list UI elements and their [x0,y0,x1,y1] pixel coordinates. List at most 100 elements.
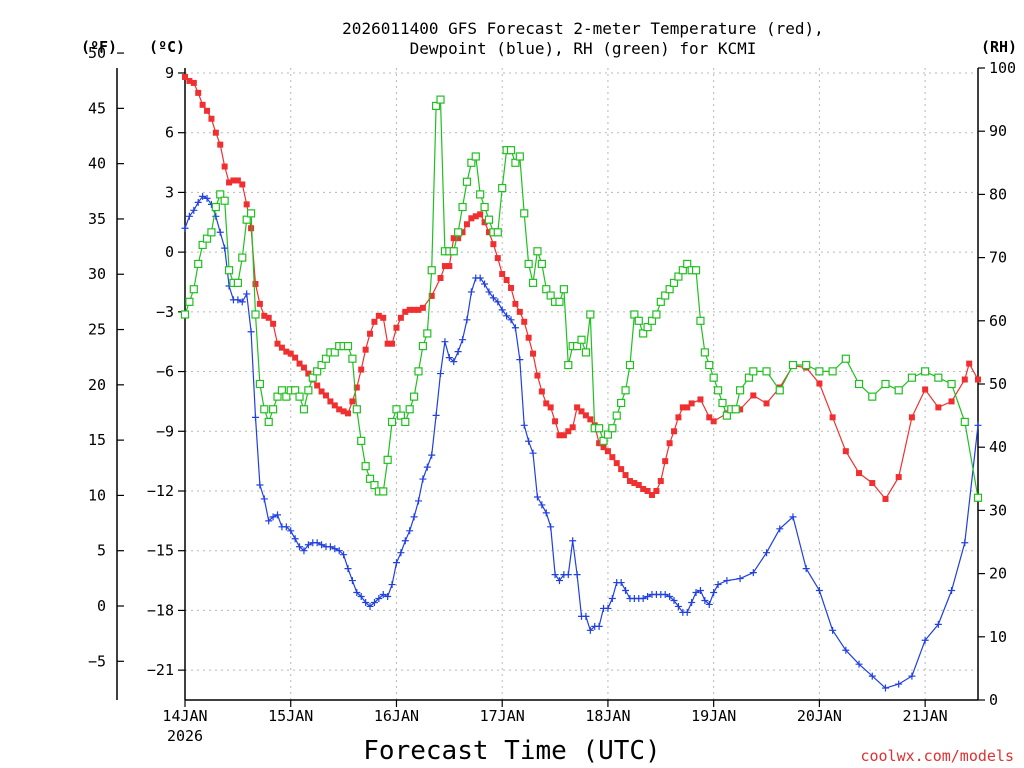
credit-link[interactable]: coolwx.com/models [860,747,1014,765]
fahrenheit-tick-label: 30 [88,265,106,283]
rh-point [180,310,190,319]
dewpoint-point [481,280,489,288]
temperature-point [336,406,343,413]
temperature-point [565,428,572,435]
rh-point [973,493,983,502]
temperature-point [472,213,479,220]
temperature-point [648,491,655,498]
dewpoint-point [520,421,528,429]
rh-point [828,367,837,376]
series-dewpoint [181,192,982,692]
x-tick-label: 18JAN [585,707,630,725]
chart-title-line-2: Dewpoint (blue), RH (green) for KCMI [410,39,757,58]
dewpoint-point [551,571,559,579]
temperature-point [485,229,492,236]
celsius-tick-label: 3 [165,183,174,201]
fahrenheit-tick-label: 0 [97,597,106,615]
rh-point [603,430,613,439]
rh-point [396,411,405,420]
rh-tick-label: 100 [989,59,1016,77]
temperature-point [230,177,237,184]
temperature-point [525,334,532,341]
dewpoint-point [895,680,903,688]
rh-point [621,386,630,395]
temperature-point [508,284,515,291]
dewpoint-point [450,358,458,366]
dewpoint-point [353,589,361,597]
series-rh [180,95,983,502]
dewpoint-point [221,244,229,252]
fahrenheit-tick-label: 20 [88,376,106,394]
temperature-point [190,79,197,86]
rh-point [409,392,419,401]
rh-point [458,202,467,212]
dewpoint-point [485,288,493,296]
dewpoint-point [238,298,246,306]
dewpoint-point [666,592,674,600]
temperature-point [856,470,863,477]
rh-point [683,259,692,269]
rh-point [881,379,890,389]
rh-point [647,316,657,325]
rh-point [467,158,476,167]
rh-point [484,215,494,224]
rh-point [185,297,194,306]
rh-point [343,341,353,351]
temperature-point [543,400,550,407]
dewpoint-point [454,348,462,356]
dewpoint-point [705,600,713,608]
temperature-point [631,480,638,487]
dewpoint-point [696,587,704,595]
rh-point [357,436,366,445]
dewpoint-point [555,577,563,585]
dewpoint-point [476,274,484,282]
dewpoint-point [344,565,352,573]
dewpoint-point [437,370,445,378]
temperature-point [547,404,554,411]
series-line [184,97,979,498]
dewpoint-point [419,475,427,483]
rh-point [277,386,287,395]
rh-point [854,379,864,389]
dewpoint-point [335,547,343,555]
rh-point [207,228,216,237]
series-temperature [182,73,981,502]
dewpoint-point [397,549,405,557]
temperature-point [626,478,633,485]
celsius-unit-label: (ºC) [149,38,185,56]
temperature-point [710,418,717,425]
rh-point [449,247,458,256]
rh-point [321,354,331,363]
temperature-point [582,412,589,419]
dewpoint-point [282,523,290,531]
temperature-point [521,318,528,325]
dewpoint-point [331,545,339,553]
dewpoint-point [269,513,277,521]
temperature-point [966,360,973,367]
temperature-point [587,416,594,423]
temperature-point [618,466,625,473]
rh-point [595,424,604,433]
dewpoint-point [710,589,718,597]
temperature-point [441,263,448,270]
dewpoint-point [868,672,876,680]
temperature-point [503,276,510,283]
rh-point [762,367,771,376]
dewpoint-point [604,604,612,612]
rh-point [542,285,551,294]
rh-point [365,474,375,483]
rh-point [304,386,313,395]
temperature-point [530,350,537,357]
fahrenheit-tick-label: 15 [88,431,106,449]
dewpoint-point [410,513,418,521]
rh-tick-label: 20 [989,565,1007,583]
temperature-point [182,73,188,80]
rh-point [246,209,256,218]
rh-point [722,411,731,420]
rh-point [291,386,300,395]
rh-point [330,348,339,357]
temperature-point [270,320,277,327]
rh-point [802,360,811,370]
dewpoint-point [467,288,475,296]
